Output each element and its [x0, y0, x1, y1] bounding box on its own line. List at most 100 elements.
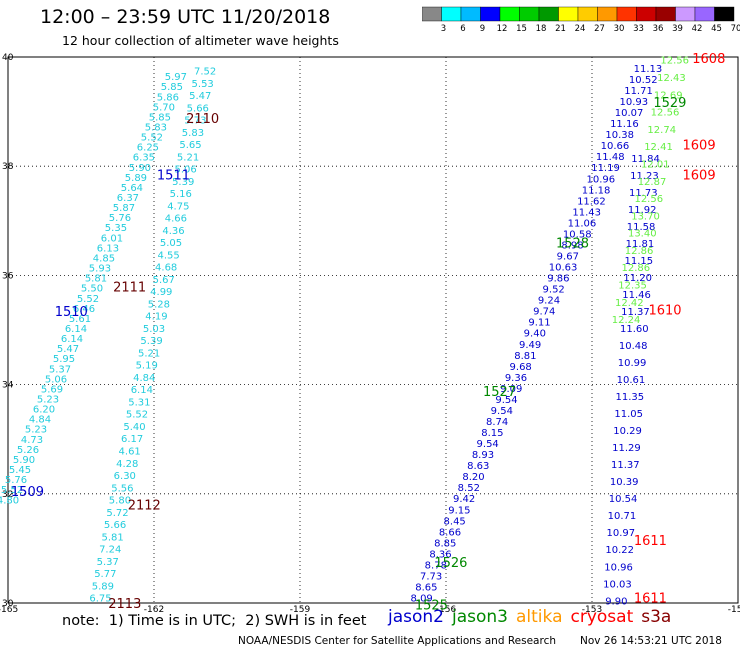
swh-value-label: 5.97 [165, 72, 187, 83]
swh-value-label: 5.06 [45, 374, 67, 385]
swh-value-label: 5.16 [170, 189, 192, 200]
swh-value-label: 11.37 [621, 307, 650, 318]
swh-value-label: 5.83 [182, 128, 204, 139]
swh-value-label: 11.92 [628, 205, 657, 216]
x-tick-label: -159 [290, 605, 311, 615]
scale-label: 12 [496, 24, 508, 34]
swh-value-label: 4.68 [155, 263, 177, 274]
swh-value-label: 13.70 [631, 211, 660, 222]
swh-value-label: 5.56 [111, 483, 133, 494]
pass-time-label: 1509 [11, 485, 44, 500]
swh-value-label: 9.11 [528, 318, 550, 329]
swh-value-label: 4.84 [29, 415, 51, 426]
swh-value-label: 11.16 [610, 119, 639, 130]
swh-value-label: 11.43 [572, 207, 601, 218]
swh-value-label: 5.26 [17, 445, 39, 456]
scale-label: 24 [574, 24, 586, 34]
swh-value-label: 5.39 [172, 177, 194, 188]
swh-value-label: 5.52 [77, 294, 99, 305]
y-tick-label: 32 [2, 490, 13, 500]
swh-value-label: 11.35 [615, 392, 644, 403]
pass-time-label: 1611 [634, 534, 667, 549]
swh-value-label: 10.99 [618, 358, 647, 369]
swh-value-label: 10.52 [629, 75, 658, 86]
swh-value-label: 5.05 [160, 238, 182, 249]
swh-value-label: 11.58 [627, 222, 656, 233]
legend-entry-jason2: jason2 [388, 607, 444, 627]
swh-value-label: 8.52 [458, 483, 480, 494]
swh-value-label: 12.56 [660, 56, 689, 67]
swh-value-label: 8.63 [467, 461, 489, 472]
swh-value-label: 10.61 [617, 375, 646, 386]
swh-value-label: 4.55 [157, 250, 179, 261]
swh-value-label: 9.42 [453, 494, 475, 505]
x-tick-label: -153 [582, 605, 602, 615]
swh-value-label: 5.28 [148, 299, 170, 310]
swh-value-label: 8.66 [439, 527, 461, 538]
swh-value-label: 10.29 [613, 426, 642, 437]
pass-time-label: 1610 [648, 303, 681, 318]
swh-value-label: 10.63 [549, 263, 578, 274]
swh-value-label: 5.70 [153, 102, 175, 113]
swh-value-label: 8.78 [425, 560, 447, 571]
swh-value-label: 9.54 [495, 395, 517, 406]
swh-value-label: 8.85 [434, 538, 456, 549]
swh-value-label: 6.17 [121, 434, 143, 445]
swh-value-label: 11.19 [591, 163, 620, 174]
legend-entry-altika: altika [516, 607, 563, 627]
swh-value-label: 5.90 [13, 455, 35, 466]
swh-value-label: 5.77 [94, 569, 116, 580]
swh-value-label: 5.06 [175, 165, 197, 176]
y-tick-label: 38 [2, 162, 14, 172]
swh-value-label: 5.95 [53, 354, 75, 365]
swh-value-label: 10.96 [604, 562, 633, 573]
credit-line: NOAA/NESDIS Center for Satellite Applica… [238, 635, 556, 647]
swh-value-label: 8.45 [444, 516, 466, 527]
swh-value-label: 5.89 [125, 173, 147, 184]
generated-timestamp: Nov 26 14:53:21 UTC 2018 [580, 635, 722, 647]
swh-value-label: 12.87 [638, 177, 667, 188]
swh-value-label: 5.37 [49, 364, 71, 375]
swh-value-label: 6.75 [89, 594, 111, 605]
scale-label: 70 [730, 24, 740, 34]
y-tick-label: 36 [2, 271, 14, 281]
swh-value-label: 5.52 [126, 410, 148, 421]
swh-value-label: 10.97 [607, 528, 636, 539]
swh-value-label: 9.74 [533, 307, 555, 318]
plot-frame [7, 56, 739, 604]
swh-value-label: 9.67 [557, 251, 579, 262]
swh-value-label: 10.03 [603, 579, 632, 590]
color-scale-bar [422, 6, 735, 22]
swh-value-label: 11.60 [620, 324, 649, 335]
swh-value-label: 12.69 [654, 90, 683, 101]
scale-label: 30 [613, 24, 625, 34]
swh-value-label: 10.38 [605, 130, 634, 141]
swh-value-label: 5.21 [138, 348, 160, 359]
swh-value-label: 10.54 [609, 494, 638, 505]
swh-value-label: 5.86 [157, 92, 179, 103]
swh-value-label: 11.37 [611, 460, 640, 471]
pass-time-label: 1511 [157, 168, 190, 183]
swh-value-label: 5.81 [102, 532, 124, 543]
swh-value-label: 10.07 [615, 108, 644, 119]
pass-time-label: 1611 [634, 592, 667, 607]
y-tick-label: 34 [2, 381, 14, 391]
scale-label: 45 [711, 24, 722, 34]
swh-value-label: 11.62 [577, 196, 606, 207]
swh-value-label: 8.20 [462, 472, 484, 483]
swh-value-label: 5.80 [109, 496, 131, 507]
y-tick-label: 40 [2, 53, 14, 63]
pass-time-label: 1609 [683, 138, 716, 153]
swh-value-label: 6.25 [137, 143, 159, 154]
swh-value-label: 12.86 [625, 246, 654, 257]
swh-value-label: 4.28 [116, 459, 138, 470]
legend-entry-cryosat: cryosat [570, 607, 634, 627]
scale-label: 18 [535, 24, 547, 34]
swh-value-label: 11.84 [631, 154, 660, 165]
swh-value-label: 9.15 [448, 505, 470, 516]
swh-value-label: 5.52 [1, 485, 23, 496]
y-tick-label: 30 [2, 599, 14, 609]
scale-label: 6 [460, 24, 466, 34]
